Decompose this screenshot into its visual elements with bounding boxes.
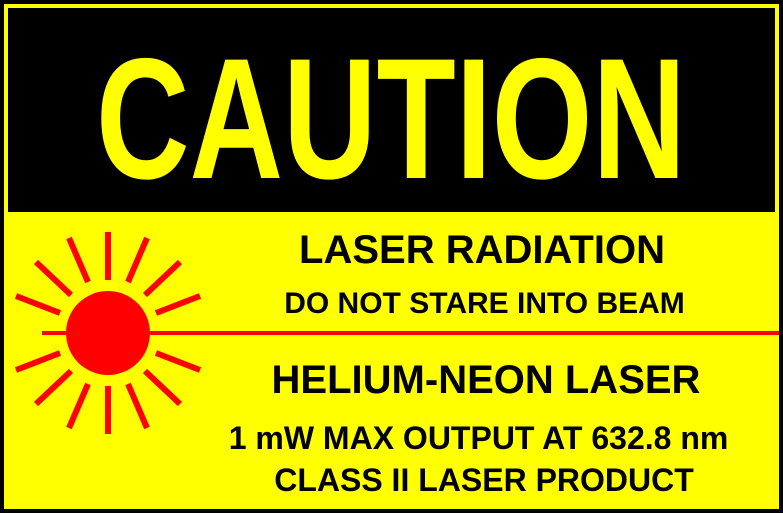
laser-source-dot (66, 291, 150, 375)
do-not-stare-text: DO NOT STARE INTO BEAM (284, 287, 685, 320)
laser-type-text: HELIUM-NEON LASER (271, 358, 701, 402)
laser-symbol (14, 232, 779, 434)
laser-radiation-text: LASER RADIATION (299, 228, 665, 272)
caution-header-svg: CAUTION (96, 23, 686, 212)
laser-class-text: CLASS II LASER PRODUCT (274, 462, 694, 498)
laser-starburst-icon (14, 232, 202, 434)
caution-header-band: CAUTION (8, 8, 775, 212)
caution-header-text: CAUTION (96, 23, 686, 212)
max-output-text: 1 mW MAX OUTPUT AT 632.8 nm (228, 420, 729, 456)
